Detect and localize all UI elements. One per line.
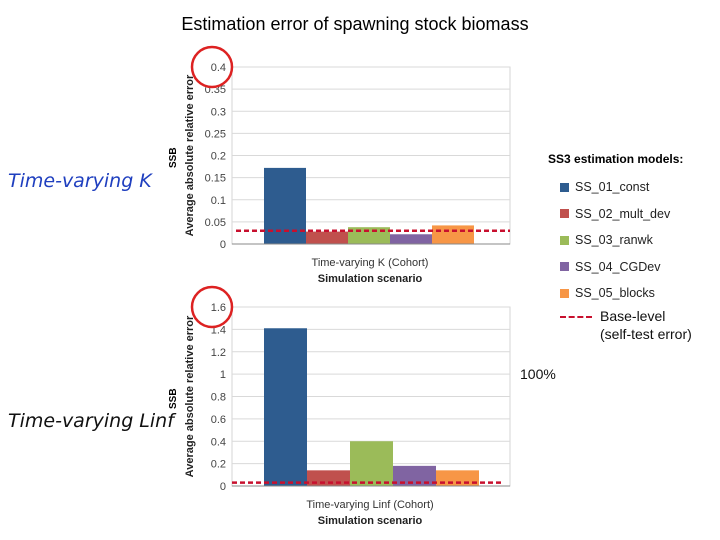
y-tick-label: 0.2 <box>211 459 226 471</box>
y-tick-label: 0 <box>220 239 226 251</box>
x-category-label: Time-varying Linf (Cohort) <box>306 499 433 511</box>
legend-label: SS_05_blocks <box>575 286 655 301</box>
x-category-label: Time-varying K (Cohort) <box>312 257 429 269</box>
x-axis-title: Simulation scenario <box>318 515 423 527</box>
bar-ss-04-cgdev <box>393 465 436 486</box>
y-tick-label: 0.2 <box>211 151 226 163</box>
legend-label: SS_01_const <box>575 180 650 195</box>
legend-item: SS_01_const <box>548 174 718 201</box>
y-tick-label: 1 <box>220 369 226 381</box>
ssb-tag-linf: SSB <box>168 388 179 409</box>
chart-time-varying-k: 00.050.10.150.20.250.30.350.4Time-varyin… <box>184 45 511 285</box>
base-level-note: (self-test error) <box>600 326 692 342</box>
scenario-label-k: Time-varying K <box>8 170 152 192</box>
legend-label: SS_03_ranwk <box>575 233 653 248</box>
y-tick-label: 0 <box>220 481 226 493</box>
bar-ss-04-cgdev <box>390 234 432 244</box>
base-level-text: Base-level (self-test error) <box>600 307 692 343</box>
legend-swatch <box>560 182 569 192</box>
percent-note: 100% <box>520 366 556 382</box>
legend-title: SS3 estimation models: <box>548 152 684 166</box>
bar-ss-01-const <box>264 167 306 244</box>
y-tick-label: 1.6 <box>211 302 226 314</box>
legend-swatch <box>560 209 569 219</box>
y-tick-label: 0.8 <box>211 392 226 404</box>
legend-label: SS_04_CGDev <box>575 259 661 274</box>
y-tick-label: 0.6 <box>211 414 226 426</box>
y-tick-label: 0.15 <box>205 173 226 185</box>
legend-item: SS_05_blocks <box>548 280 718 307</box>
y-tick-label: 0.4 <box>211 436 226 448</box>
y-axis-title: Average absolute relative error <box>184 315 196 477</box>
y-tick-label: 0.3 <box>211 106 226 118</box>
y-tick-label: 0.05 <box>205 217 226 229</box>
y-tick-label: 0.1 <box>211 195 226 207</box>
x-axis-title: Simulation scenario <box>318 273 423 285</box>
scenario-label-linf: Time-varying Linf <box>8 410 174 432</box>
base-level-label: Base-level <box>600 308 666 324</box>
highlight-circle <box>190 45 234 89</box>
ssb-tag-k: SSB <box>168 147 179 168</box>
slide-title: Estimation error of spawning stock bioma… <box>181 14 529 34</box>
y-tick-label: 0.25 <box>205 128 226 140</box>
bar-ss-03-ranwk <box>350 441 393 486</box>
y-axis-title: Average absolute relative error <box>184 74 196 236</box>
legend-swatch <box>560 288 569 298</box>
legend: SS3 estimation models: SS_01_const SS_02… <box>548 152 718 307</box>
bar-ss-05-blocks <box>432 225 474 244</box>
highlight-circle <box>190 285 234 329</box>
legend-swatch <box>560 262 569 272</box>
base-level-line-sample <box>560 316 592 318</box>
legend-item: SS_03_ranwk <box>548 227 718 254</box>
bar-ss-01-const <box>264 328 307 486</box>
y-tick-label: 0.4 <box>211 62 226 74</box>
legend-item: SS_02_mult_dev <box>548 201 718 228</box>
legend-label: SS_02_mult_dev <box>575 206 671 221</box>
bar-ss-02-mult-dev <box>306 231 348 244</box>
legend-item: SS_04_CGDev <box>548 254 718 281</box>
y-tick-label: 1.2 <box>211 347 226 359</box>
legend-swatch <box>560 235 569 245</box>
